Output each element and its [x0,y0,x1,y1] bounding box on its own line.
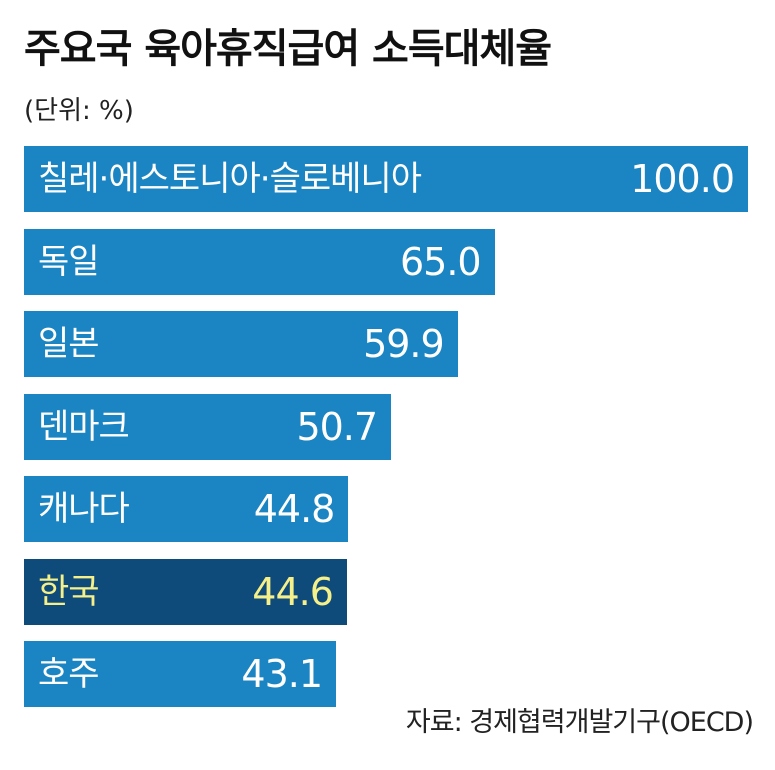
bar-label: 캐나다 [38,489,130,529]
bar-6: 호주 43.1 [24,641,337,707]
bar-value-label: 44.8 [253,487,336,531]
bar-label: 칠레·에스토니아·슬로베니아 [38,159,422,199]
bar-0: 칠레·에스토니아·슬로베니아 100.0 [24,146,748,212]
bar-label: 독일 [38,241,100,282]
bar-value-label: 65.0 [399,239,482,284]
bar-3: 덴마크 50.7 [24,393,392,460]
bar-label: 한국 [38,571,100,612]
source-note: 자료: 경제협력개발기구(OECD) [405,707,754,738]
bar-value-label: 44.6 [252,569,334,614]
bar-4: 캐나다 44.8 [24,476,349,542]
unit-note: (단위: %) [24,96,134,126]
bar-label: 덴마크 [38,406,130,447]
bar-2: 일본 59.9 [24,311,458,377]
bar-5: 한국 44.6 [24,558,347,625]
bar-value-label: 100.0 [630,157,735,201]
bar-value-label: 59.9 [363,322,445,366]
bar-label: 일본 [38,324,100,364]
bar-value-label: 50.7 [296,404,378,449]
bar-label: 호주 [38,654,100,694]
bar-value-label: 43.1 [241,652,323,696]
chart-title: 주요국 육아휴직급여 소득대체율 [24,26,552,72]
bar-1: 독일 65.0 [24,228,495,295]
